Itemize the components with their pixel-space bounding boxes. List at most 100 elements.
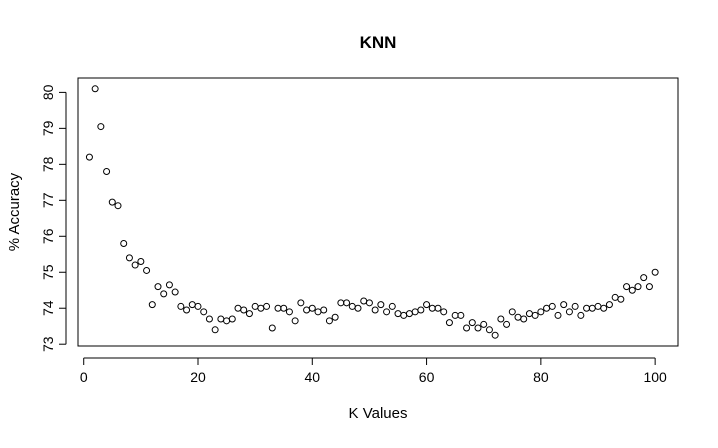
data-point xyxy=(297,299,305,307)
data-point xyxy=(148,301,156,309)
data-point xyxy=(445,319,453,327)
data-point xyxy=(371,306,379,314)
data-point xyxy=(645,283,653,291)
data-point xyxy=(617,295,625,303)
y-tick-label: 77 xyxy=(40,192,56,208)
data-point xyxy=(514,313,522,321)
x-tick-label: 0 xyxy=(80,369,88,385)
data-point xyxy=(468,319,476,327)
data-point xyxy=(228,315,236,323)
data-point xyxy=(548,302,556,310)
data-point xyxy=(251,302,259,310)
y-tick-label: 78 xyxy=(40,156,56,172)
data-point xyxy=(411,308,419,316)
data-point xyxy=(491,331,499,339)
data-point xyxy=(303,306,311,314)
x-axis-label: K Values xyxy=(349,405,408,422)
data-point xyxy=(428,304,436,312)
data-point xyxy=(434,304,442,312)
y-tick-label: 79 xyxy=(40,120,56,136)
data-point xyxy=(531,311,539,319)
data-point xyxy=(108,198,116,206)
data-point xyxy=(594,302,602,310)
x-tick-label: 40 xyxy=(304,369,320,385)
y-tick-label: 75 xyxy=(40,264,56,280)
data-point xyxy=(240,306,248,314)
data-point xyxy=(268,324,276,332)
data-point xyxy=(245,310,253,318)
data-point xyxy=(194,302,202,310)
data-point xyxy=(651,268,659,276)
data-point xyxy=(308,304,316,312)
data-point xyxy=(400,311,408,319)
data-point xyxy=(177,302,185,310)
data-point xyxy=(337,299,345,307)
x-tick-label: 60 xyxy=(419,369,435,385)
data-point xyxy=(394,310,402,318)
data-point xyxy=(360,297,368,305)
x-tick-label: 20 xyxy=(190,369,206,385)
data-point xyxy=(285,308,293,316)
data-point xyxy=(457,311,465,319)
axes: 0 20 40 60 80 100 73 74 75 76 77 78 79 80 xyxy=(40,77,679,385)
data-point xyxy=(628,286,636,294)
data-point xyxy=(383,308,391,316)
data-point xyxy=(171,288,179,296)
data-points xyxy=(85,85,659,339)
data-point xyxy=(520,315,528,323)
y-axis-label: % Accuracy xyxy=(6,172,23,251)
data-point xyxy=(588,304,596,312)
data-point xyxy=(577,311,585,319)
x-tick-label: 100 xyxy=(643,369,667,385)
data-point xyxy=(583,304,591,312)
data-point xyxy=(405,310,413,318)
data-point xyxy=(543,304,551,312)
data-point xyxy=(343,299,351,307)
data-point xyxy=(354,304,362,312)
data-point xyxy=(120,239,128,247)
data-point xyxy=(463,324,471,332)
y-tick-label: 73 xyxy=(40,336,56,352)
data-point xyxy=(154,283,162,291)
chart-title: KNN xyxy=(360,33,397,52)
y-tick-label: 74 xyxy=(40,300,56,316)
data-point xyxy=(263,302,271,310)
data-point xyxy=(85,153,93,161)
data-point xyxy=(377,301,385,309)
data-point xyxy=(560,301,568,309)
data-point xyxy=(525,310,533,318)
x-tick-label: 80 xyxy=(533,369,549,385)
data-point xyxy=(143,266,151,274)
data-point xyxy=(554,311,562,319)
data-point xyxy=(634,283,642,291)
plot-frame xyxy=(77,77,679,347)
data-point xyxy=(365,299,373,307)
data-point xyxy=(103,168,111,176)
data-point xyxy=(474,324,482,332)
data-point xyxy=(348,302,356,310)
data-point xyxy=(125,254,133,262)
data-point xyxy=(480,320,488,328)
data-point xyxy=(137,257,145,265)
data-point xyxy=(160,290,168,298)
data-point xyxy=(257,304,265,312)
data-point xyxy=(91,85,99,93)
data-point xyxy=(565,308,573,316)
data-point xyxy=(205,315,213,323)
data-point xyxy=(640,274,648,282)
data-point xyxy=(211,326,219,334)
data-point xyxy=(417,306,425,314)
data-point xyxy=(217,315,225,323)
data-point xyxy=(451,311,459,319)
data-point xyxy=(314,308,322,316)
data-point xyxy=(97,123,105,131)
data-point xyxy=(188,301,196,309)
data-point xyxy=(440,308,448,316)
data-point xyxy=(131,261,139,269)
data-point xyxy=(200,308,208,316)
data-point xyxy=(503,320,511,328)
data-point xyxy=(291,317,299,325)
data-point xyxy=(423,301,431,309)
